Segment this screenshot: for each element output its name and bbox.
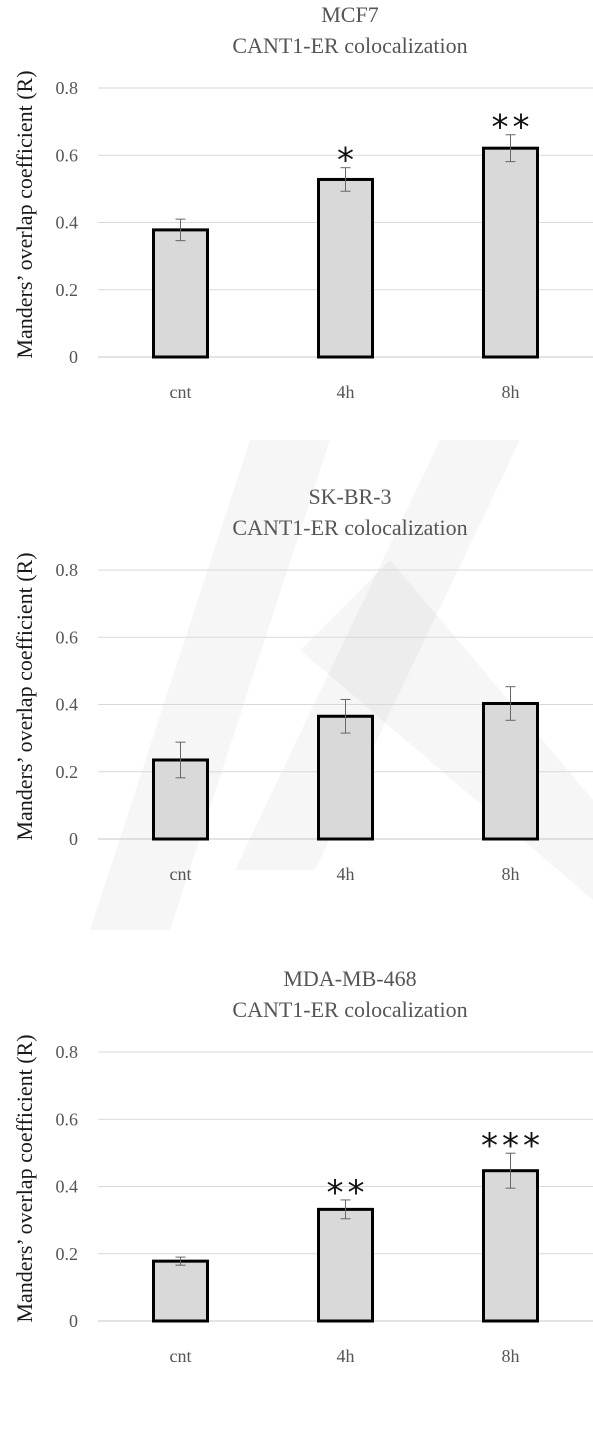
- bar-4h: [317, 714, 374, 841]
- y-axis-label: Manders’ overlap coefficient (R): [12, 552, 37, 840]
- x-tick-label: 8h: [502, 1346, 520, 1366]
- x-tick-label: 8h: [502, 382, 520, 402]
- y-tick-label: 0.2: [56, 280, 79, 300]
- y-tick-label: 0.2: [56, 1244, 79, 1264]
- y-tick-label: 0: [69, 347, 78, 367]
- chart-title-line: CANT1-ER colocalization: [232, 515, 467, 540]
- bar-cnt: [152, 228, 209, 359]
- y-tick-label: 0.4: [56, 695, 79, 715]
- chart-svg: MCF7 CANT1-ER colocalization Manders’ over…: [12, 2, 593, 402]
- bar-cnt: [152, 1259, 209, 1323]
- x-tick-label: 4h: [337, 864, 355, 884]
- chart-title-line: SK-BR-3: [308, 484, 391, 509]
- chart-panel: MDA-MB-468 CANT1-ER colocalization Manders…: [0, 964, 593, 1434]
- chart-svg: SK-BR-3 CANT1-ER colocalization Manders’ o…: [12, 484, 593, 884]
- y-axis-label: Manders’ overlap coefficient (R): [12, 1034, 37, 1322]
- x-tick-label: cnt: [170, 1346, 192, 1366]
- bar-4h: [317, 177, 374, 359]
- x-tick-label: 4h: [337, 382, 355, 402]
- x-tick-label: cnt: [170, 382, 192, 402]
- significance-marker: **: [492, 108, 534, 148]
- chart-title-line: MDA-MB-468: [283, 966, 416, 991]
- significance-marker: **: [327, 1173, 369, 1213]
- significance-marker: ***: [481, 1126, 544, 1166]
- y-tick-label: 0.6: [56, 145, 79, 165]
- chart-svg: MDA-MB-468 CANT1-ER colocalization Manders…: [12, 966, 593, 1366]
- chart-title-line: CANT1-ER colocalization: [232, 997, 467, 1022]
- x-tick-label: cnt: [170, 864, 192, 884]
- error-bar: [340, 167, 351, 192]
- chart-title-line: MCF7: [321, 2, 378, 27]
- y-axis-label: Manders’ overlap coefficient (R): [12, 70, 37, 358]
- x-tick-label: 8h: [502, 864, 520, 884]
- bar-4h: [317, 1207, 374, 1323]
- y-tick-label: 0.4: [56, 213, 79, 233]
- y-tick-label: 0.4: [56, 1177, 79, 1197]
- y-tick-label: 0.8: [56, 78, 79, 98]
- bar-8h: [482, 146, 539, 359]
- error-bar: [175, 741, 186, 779]
- error-bar: [340, 698, 351, 734]
- y-tick-label: 0: [69, 829, 78, 849]
- y-tick-label: 0: [69, 1311, 78, 1331]
- chart-panel: MCF7 CANT1-ER colocalization Manders’ over…: [0, 0, 593, 470]
- error-bar: [175, 1256, 186, 1266]
- chart-panel: SK-BR-3 CANT1-ER colocalization Manders’ o…: [0, 482, 593, 952]
- error-bar: [505, 134, 516, 163]
- error-bar: [175, 218, 186, 242]
- significance-marker: *: [337, 141, 358, 181]
- y-tick-label: 0.2: [56, 762, 79, 782]
- error-bar: [505, 686, 516, 721]
- chart-title-line: CANT1-ER colocalization: [232, 33, 467, 58]
- bar-8h: [482, 701, 539, 841]
- y-tick-label: 0.6: [56, 627, 79, 647]
- error-bar: [505, 1152, 516, 1189]
- x-tick-label: 4h: [337, 1346, 355, 1366]
- bar-8h: [482, 1169, 539, 1323]
- y-tick-label: 0.8: [56, 1042, 79, 1062]
- y-tick-label: 0.6: [56, 1109, 79, 1129]
- y-tick-label: 0.8: [56, 560, 79, 580]
- error-bar: [340, 1199, 351, 1220]
